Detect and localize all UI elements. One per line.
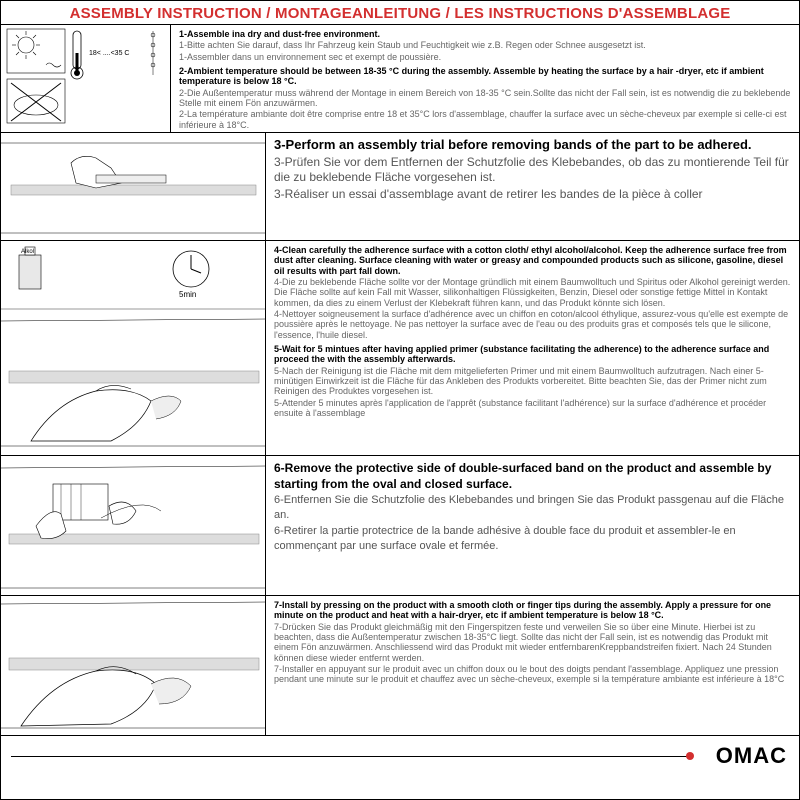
s3-fr: 3-Réaliser un essai d'assemblage avant d… bbox=[274, 187, 791, 203]
svg-text:5min: 5min bbox=[179, 290, 196, 299]
text-5: 7-Install by pressing on the product wit… bbox=[266, 596, 799, 735]
text-4: 6-Remove the protective side of double-s… bbox=[266, 456, 799, 595]
illustration-5 bbox=[1, 596, 266, 735]
s2-fr: 2-La température ambiante doit être comp… bbox=[179, 109, 791, 130]
header: ASSEMBLY INSTRUCTION / MONTAGEANLEITUNG … bbox=[1, 1, 799, 25]
illustration-2 bbox=[1, 133, 266, 240]
s7-de: 7-Drücken Sie das Produkt gleichmäßig mi… bbox=[274, 622, 791, 663]
step-row-4: 6-Remove the protective side of double-s… bbox=[1, 456, 799, 596]
temp-label-svg: 18< ....<35 C bbox=[89, 50, 129, 57]
svg-text:Alkol: Alkol bbox=[21, 249, 34, 255]
s3-en: 3-Perform an assembly trial before remov… bbox=[274, 137, 791, 154]
footer-dot bbox=[686, 752, 694, 760]
page-title: ASSEMBLY INSTRUCTION / MONTAGEANLEITUNG … bbox=[1, 5, 799, 22]
text-2: 3-Perform an assembly trial before remov… bbox=[266, 133, 799, 240]
s1-fr: 1-Assembler dans un environnement sec et… bbox=[179, 52, 791, 62]
s4-fr: 4-Nettoyer soigneusement la surface d'ad… bbox=[274, 309, 791, 340]
step-row-1: 18< ....<35 C 1-Assemble ina dry and dus… bbox=[1, 25, 799, 133]
s5-fr: 5-Attender 5 minutes après l'application… bbox=[274, 398, 791, 419]
s1-en: 1-Assemble ina dry and dust-free environ… bbox=[179, 29, 791, 39]
footer-line bbox=[11, 756, 689, 757]
illustration-1: 18< ....<35 C bbox=[1, 25, 171, 132]
s4-en: 4-Clean carefully the adherence surface … bbox=[274, 245, 791, 276]
s7-fr: 7-Installer en appuyant sur le produit a… bbox=[274, 664, 791, 685]
step-row-3: Alkol 5min 4-Clean carefully the a bbox=[1, 241, 799, 456]
footer: OMAC bbox=[1, 736, 799, 776]
s5-en: 5-Wait for 5 mintues after having applie… bbox=[274, 344, 791, 365]
illustration-3: Alkol 5min bbox=[1, 241, 266, 455]
s2-de: 2-Die Außentemperatur muss während der M… bbox=[179, 88, 791, 109]
text-1: 1-Assemble ina dry and dust-free environ… bbox=[171, 25, 799, 132]
s2-en: 2-Ambient temperature should be between … bbox=[179, 66, 791, 87]
s5-de: 5-Nach der Reinigung ist die Fläche mit … bbox=[274, 366, 791, 397]
s6-de: 6-Entfernen Sie die Schutzfolie des Kleb… bbox=[274, 493, 791, 523]
text-3: 4-Clean carefully the adherence surface … bbox=[266, 241, 799, 455]
step-row-2: 3-Perform an assembly trial before remov… bbox=[1, 133, 799, 241]
s3-de: 3-Prüfen Sie vor dem Entfernen der Schut… bbox=[274, 155, 791, 186]
page: ASSEMBLY INSTRUCTION / MONTAGEANLEITUNG … bbox=[0, 0, 800, 800]
s6-en: 6-Remove the protective side of double-s… bbox=[274, 460, 791, 492]
s1-de: 1-Bitte achten Sie darauf, dass Ihr Fahr… bbox=[179, 40, 791, 50]
s7-en: 7-Install by pressing on the product wit… bbox=[274, 600, 791, 621]
brand-logo: OMAC bbox=[716, 743, 787, 769]
step-row-5: 7-Install by pressing on the product wit… bbox=[1, 596, 799, 736]
s4-de: 4-Die zu beklebende Fläche sollte vor de… bbox=[274, 277, 791, 308]
illustration-4 bbox=[1, 456, 266, 595]
s6-fr: 6-Retirer la partie protectrice de la ba… bbox=[274, 524, 791, 554]
